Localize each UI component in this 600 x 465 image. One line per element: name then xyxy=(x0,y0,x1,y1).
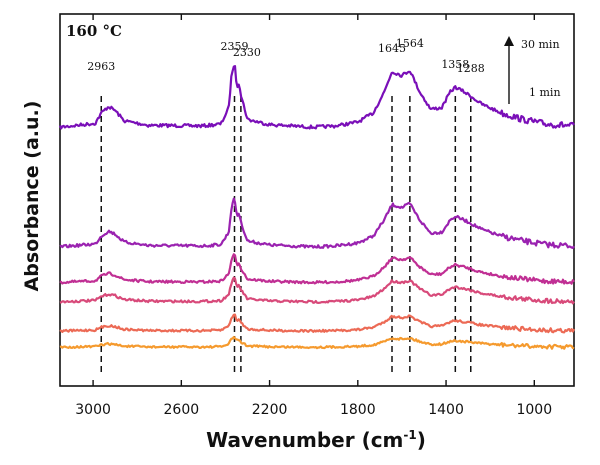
spectra-series xyxy=(58,65,575,350)
series-line-1 xyxy=(58,65,575,130)
time-arrow-head xyxy=(504,36,514,46)
time-arrow-bottom-label: 1 min xyxy=(529,86,561,99)
peak-label-2963: 2963 xyxy=(87,60,115,73)
x-tick-label-1800: 1800 xyxy=(340,402,376,418)
time-arrow-top-label: 30 min xyxy=(521,38,560,51)
x-axis-label-tail: ) xyxy=(417,428,426,452)
series-line-4 xyxy=(59,276,575,305)
peak-label-2359: 2359 xyxy=(220,40,248,53)
temperature-label: 160 °C xyxy=(66,22,122,40)
axes-frame xyxy=(59,13,575,387)
peak-label-1288: 1288 xyxy=(457,62,485,75)
series-line-5 xyxy=(59,313,575,334)
peak-label-2330: 2330 xyxy=(233,46,261,59)
series-line-2 xyxy=(59,197,575,249)
peak-label-1645: 1645 xyxy=(378,42,406,55)
series-line-6 xyxy=(59,336,575,350)
x-tick-label-1400: 1400 xyxy=(428,402,464,418)
y-axis-label: Absorbance (a.u.) xyxy=(21,101,43,292)
peak-label-1358: 1358 xyxy=(441,58,469,71)
x-tick-label-1000: 1000 xyxy=(516,402,552,418)
series-line-3 xyxy=(59,253,575,285)
x-tick-label-3000: 3000 xyxy=(75,402,111,418)
time-arrow: 30 min 1 min xyxy=(504,36,561,104)
x-tick-label-2600: 2600 xyxy=(164,402,200,418)
plot-frame xyxy=(59,13,575,387)
x-axis-label-main: Wavenumber (cm xyxy=(206,428,403,452)
peak-label-1564: 1564 xyxy=(396,37,424,50)
x-ticks: 3000 2600 2200 1800 1400 1000 xyxy=(75,14,552,418)
x-tick-label-2200: 2200 xyxy=(252,402,288,418)
x-axis-label-sup: -1 xyxy=(403,428,416,442)
x-axis-label: Wavenumber (cm-1) xyxy=(206,428,426,452)
